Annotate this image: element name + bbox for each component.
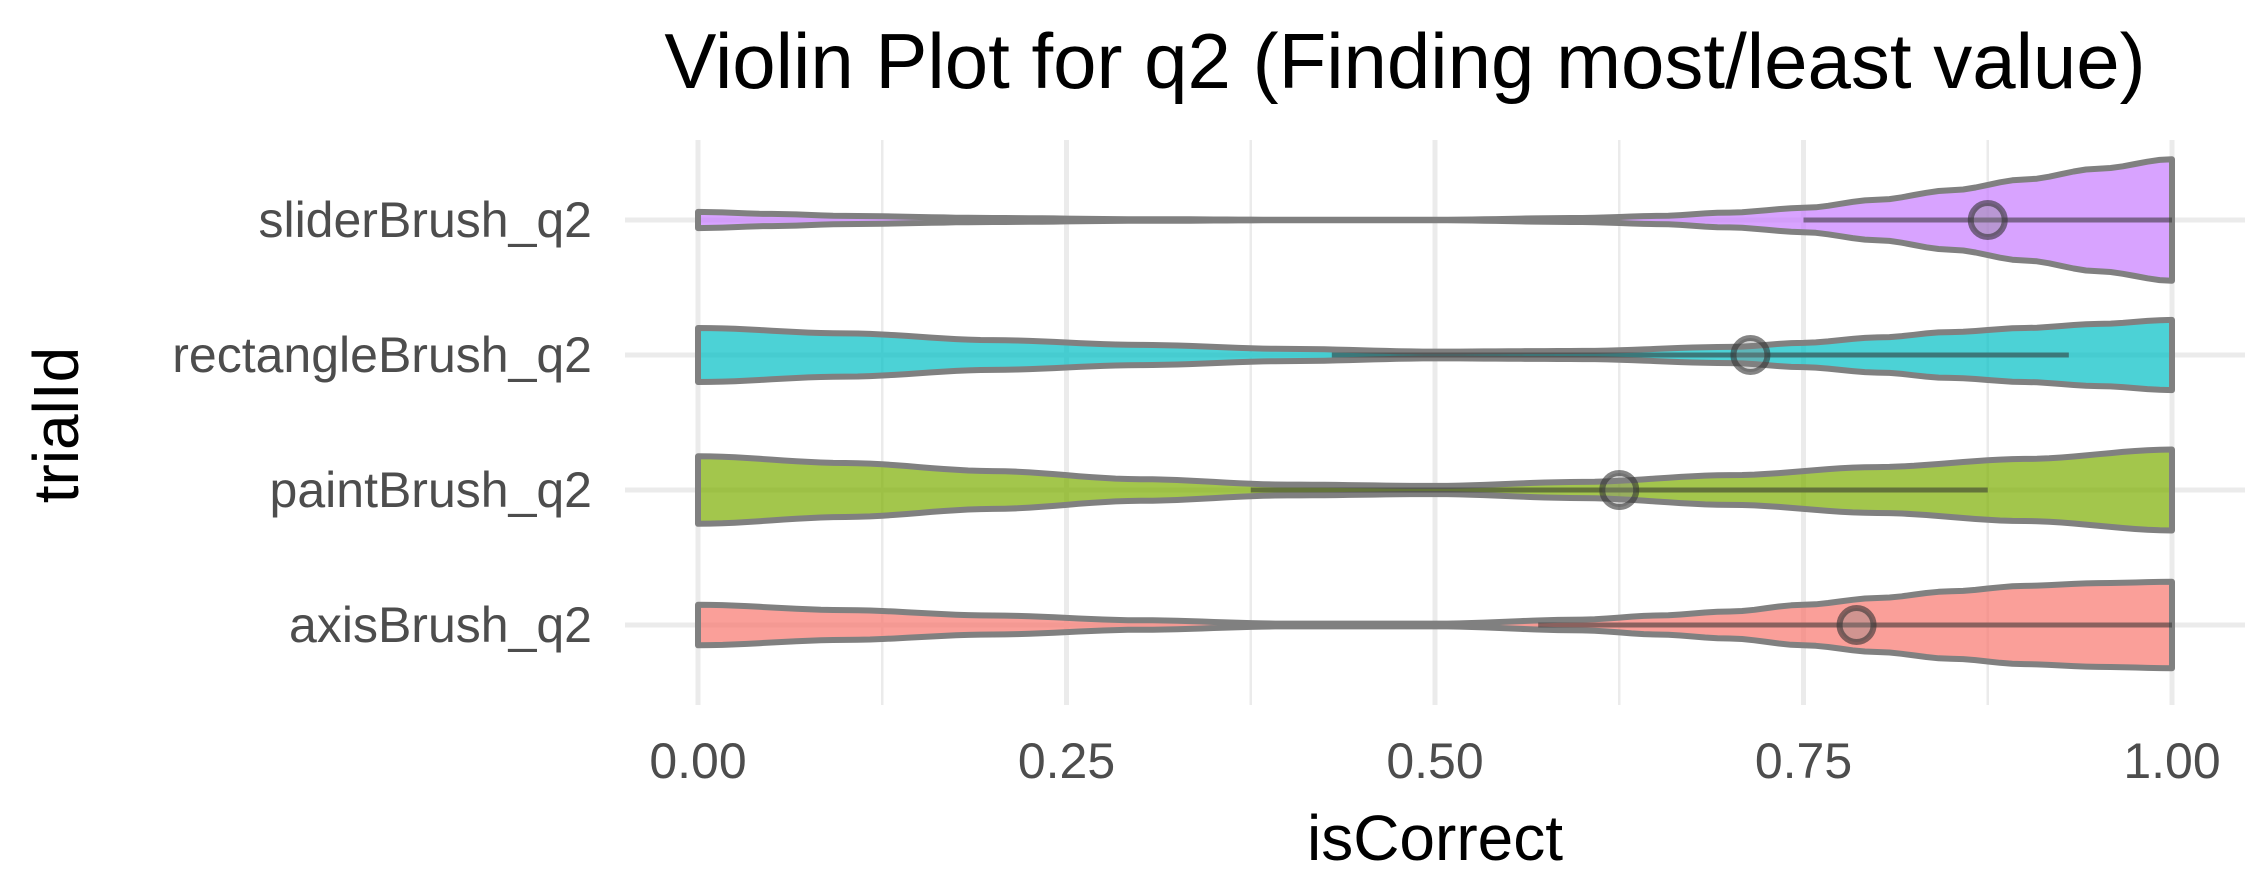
- mean-point-axisBrush_q2: [1836, 605, 1877, 645]
- x-tick-label: 0.50: [1386, 733, 1483, 789]
- mean-point-paintBrush_q2: [1599, 470, 1640, 510]
- y-tick-label: axisBrush_q2: [289, 597, 592, 653]
- mean-point-sliderBrush_q2: [1967, 200, 2008, 240]
- y-tick-label: rectangleBrush_q2: [172, 327, 592, 383]
- y-tick-label: sliderBrush_q2: [258, 192, 592, 248]
- x-tick-label: 0.00: [649, 733, 746, 789]
- x-tick-label: 0.25: [1018, 733, 1115, 789]
- y-axis-title: trialId: [20, 347, 92, 504]
- x-tick-label: 1.00: [2123, 733, 2220, 789]
- mean-point-rectangleBrush_q2: [1730, 335, 1771, 375]
- y-tick-labels: sliderBrush_q2 rectangleBrush_q2 paintBrus…: [172, 192, 592, 653]
- y-tick-label: paintBrush_q2: [270, 462, 592, 518]
- x-axis-title: isCorrect: [1307, 802, 1563, 874]
- violins: [695, 156, 2175, 672]
- chart-title: Violin Plot for q2 (Finding most/least v…: [664, 17, 2145, 105]
- violin-sliderBrush_q2: [695, 156, 2175, 284]
- violin-axisBrush_q2: [695, 578, 2175, 672]
- x-tick-labels: 0.00 0.25 0.50 0.75 1.00: [649, 733, 2220, 789]
- x-tick-label: 0.75: [1755, 733, 1852, 789]
